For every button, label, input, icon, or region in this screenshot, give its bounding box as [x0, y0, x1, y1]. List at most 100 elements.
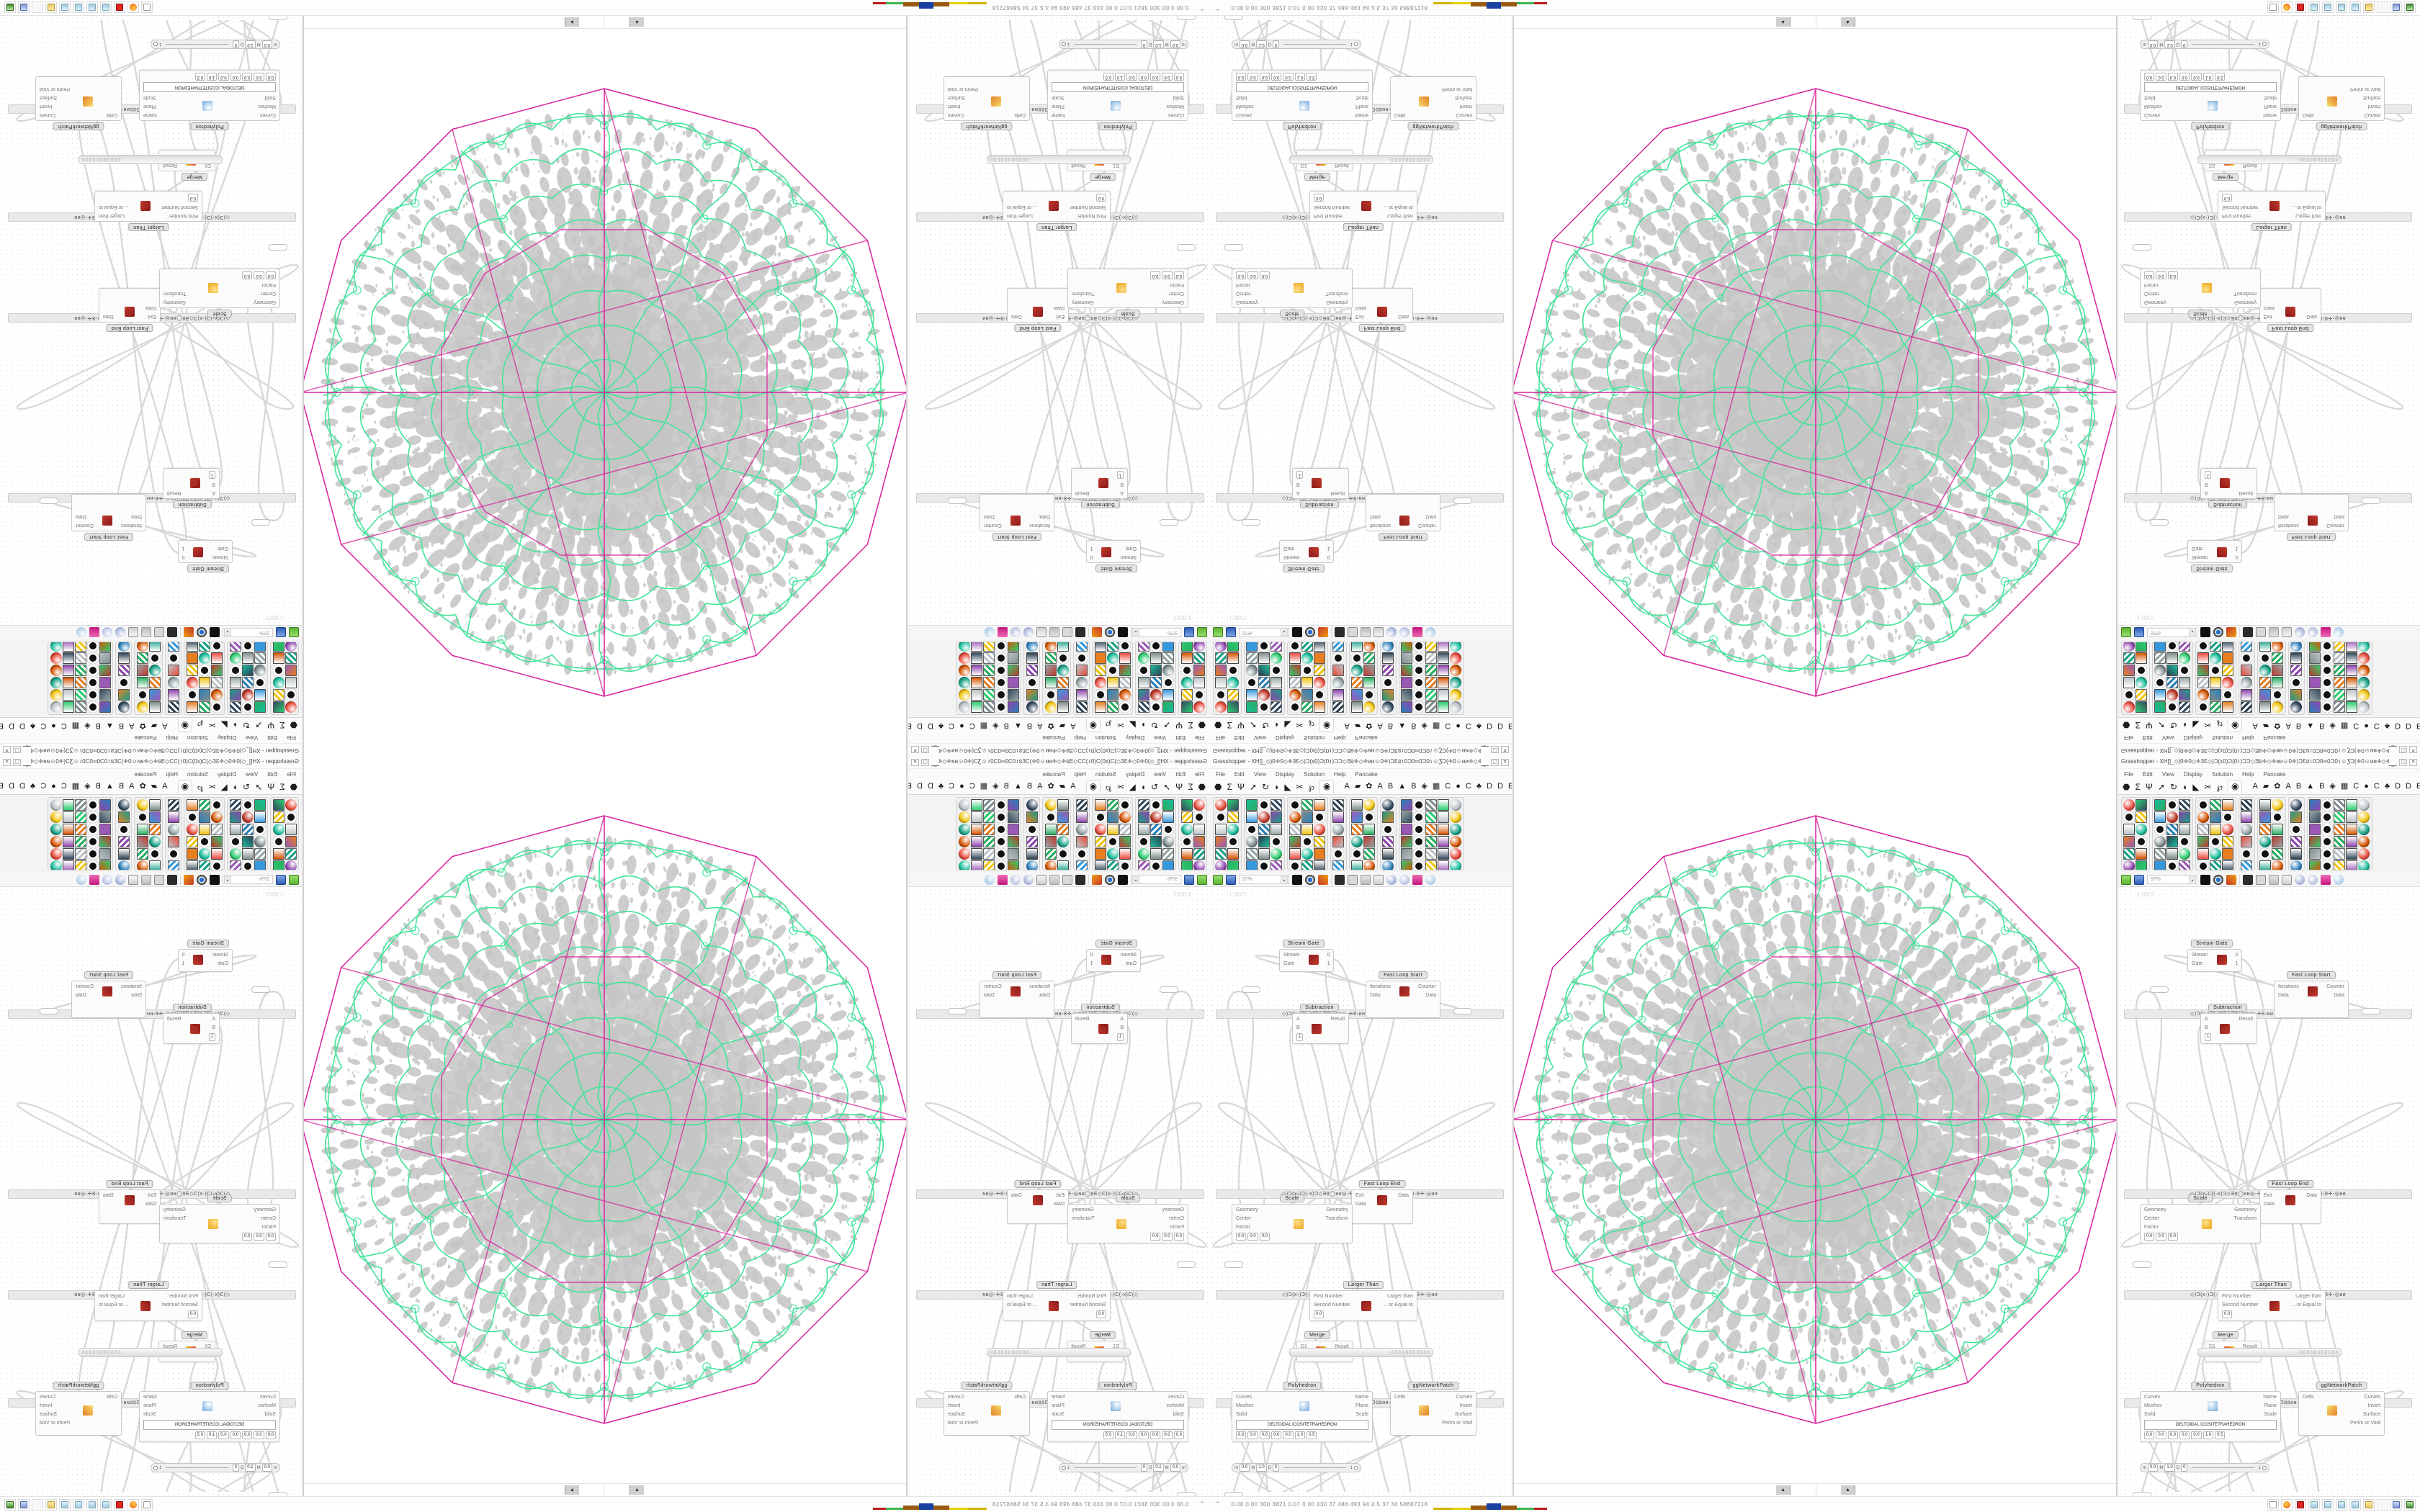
component-icon[interactable]	[2272, 642, 2283, 652]
output-param[interactable]: Scale	[143, 95, 156, 100]
ribbon-extra-tab-4[interactable]: B	[118, 782, 125, 791]
component-caption[interactable]: Scale	[1280, 310, 1304, 318]
grasshopper-canvas[interactable]: 1.0007 ◇)Ɔ(x◦)Ɔ(◦x)Ɔ◇Ǝ౭◯ии◎◦✛8◦ии✘)Ɔ౭౭ии◦…	[0, 887, 302, 1496]
component-caption[interactable]: Fast Loop Start	[992, 971, 1041, 979]
component-inputs[interactable]: First Number Second Number 0.0	[2222, 1293, 2259, 1318]
ribbon-extra-tab-15[interactable]: E	[2416, 721, 2420, 730]
grasshopper-canvas[interactable]: 1.0007 ◇)Ɔ(x◦)Ɔ(◦x)Ɔ◇Ǝ౭◯ии◎◦✛8◦ии✘)Ɔ౭౭ии◦…	[908, 16, 1210, 625]
component-icon[interactable]	[149, 811, 161, 823]
component-inputs[interactable]: Curves Meshes Solid	[1166, 94, 1184, 118]
palette-icon-grid[interactable]	[1214, 798, 1241, 870]
ribbon-extra-tab-14[interactable]: D	[1497, 721, 1503, 730]
ribbon-extra-tab-6[interactable]: B	[95, 721, 101, 730]
component-icon[interactable]	[971, 677, 982, 688]
output-param[interactable]: Data	[1398, 1193, 1409, 1198]
minimize-button[interactable]: _	[1481, 746, 1489, 751]
output-param[interactable]: Transform	[1325, 1216, 1348, 1221]
output-param[interactable]: Geometry	[1072, 300, 1094, 305]
component-icon[interactable]	[1057, 701, 1069, 713]
component-icon[interactable]	[1258, 701, 1270, 713]
component-icon[interactable]	[2123, 665, 2135, 676]
output-param[interactable]: Data	[1425, 514, 1436, 519]
param-value[interactable]: 0.0	[265, 1431, 276, 1439]
output-param[interactable]: Counter	[984, 523, 1002, 528]
palette-icon-grid[interactable]	[1399, 642, 1464, 714]
ribbon-tab-transform-spiral-icon[interactable]: ℘	[1308, 720, 1314, 731]
component-icon[interactable]	[1193, 665, 1205, 676]
ribbon-extra-tab-9[interactable]: C	[1445, 782, 1451, 791]
component-icon[interactable]	[1045, 652, 1057, 664]
menu-item-solution[interactable]: Solution	[1095, 770, 1116, 778]
component-icon[interactable]	[1026, 665, 1038, 676]
output-param[interactable]: Plane	[1355, 1403, 1368, 1408]
component-icon[interactable]	[1450, 642, 1461, 652]
input-param[interactable]: Factor	[2144, 282, 2159, 287]
input-param[interactable]: Iterations	[1029, 523, 1050, 528]
ribbon-tab-strip[interactable]: ⬣ΣΨ➚↻◗◣✂℘◉A▰✿AB▲B◈▦C●C♣DDEE▩	[2118, 779, 2420, 795]
component-outputs[interactable]: Geometry Transform	[1325, 271, 1348, 305]
component-caption[interactable]: Larger Than	[2251, 1281, 2293, 1289]
output-param[interactable]: Invert	[40, 104, 53, 109]
component-icon[interactable]	[1107, 701, 1119, 713]
menu-item-pancake[interactable]: Pancake	[1042, 734, 1065, 742]
component-icon[interactable]	[1450, 836, 1461, 847]
component-icon[interactable]	[1382, 701, 1394, 713]
magnifier-icon[interactable]	[1399, 874, 1410, 885]
component-icon[interactable]	[1215, 836, 1227, 847]
polyhedron-name-value[interactable]: DELTOIDAL ICOSITETRAHEDRON	[1052, 82, 1184, 92]
component-inputs[interactable]: First Number Second Number 0.0	[1070, 194, 1106, 219]
ribbon-tab-surface-blob-icon[interactable]: ◗	[232, 720, 238, 731]
component-icon[interactable]	[2179, 642, 2190, 652]
component-outputs[interactable]: Counter Data	[2326, 984, 2344, 999]
component-outputs[interactable]: Counter Data	[76, 513, 94, 528]
param-value[interactable]: 0.0	[265, 73, 276, 81]
param-value[interactable]: 0.0	[2144, 73, 2155, 81]
palette-preview[interactable]: Preview✦	[2257, 642, 2286, 715]
component-icon[interactable]	[2123, 652, 2135, 664]
component-icon[interactable]	[187, 652, 198, 664]
component-icon[interactable]	[959, 836, 970, 847]
component-icon[interactable]	[1138, 652, 1150, 664]
output-param[interactable]: Scale	[1052, 95, 1065, 100]
minimize-button[interactable]: _	[2389, 761, 2397, 767]
component-icon[interactable]	[1425, 701, 1437, 713]
component-inputs[interactable]: First Number Second Number 0.0	[1314, 194, 1350, 219]
magnifier-icon[interactable]	[2308, 874, 2318, 885]
component-outputs[interactable]: Geometry Transform	[2233, 1207, 2257, 1241]
component-icon[interactable]	[1150, 824, 1162, 835]
component-icon[interactable]	[1045, 811, 1057, 823]
output-param[interactable]: Plane	[1052, 104, 1065, 109]
ribbon-tab-transform-spiral-icon[interactable]: ℘	[2216, 720, 2223, 731]
component-icon[interactable]	[2136, 836, 2147, 847]
component-icon[interactable]	[137, 799, 148, 811]
component-caption[interactable]: Polyhedron	[2191, 1382, 2230, 1390]
param-value[interactable]: 0.0	[2222, 1310, 2233, 1318]
menu-item-display[interactable]: Display	[217, 770, 237, 778]
component-icon[interactable]	[1332, 642, 1344, 652]
component-icon[interactable]	[242, 652, 254, 664]
zoom-stepper-icon[interactable]: ▲	[1132, 628, 1139, 636]
component-icon[interactable]	[2197, 824, 2209, 835]
component-icon[interactable]	[254, 824, 266, 835]
component-icon[interactable]	[2334, 701, 2345, 713]
output-param[interactable]: Plane	[143, 1403, 156, 1408]
component-caption[interactable]: ggNetworkPatch	[1407, 1382, 1459, 1390]
component-icon[interactable]	[1270, 689, 1282, 701]
component-icon[interactable]	[242, 848, 254, 860]
component-icon[interactable]	[1289, 677, 1301, 688]
preview-eye-icon[interactable]	[1305, 627, 1315, 638]
component-icon[interactable]	[2154, 652, 2166, 664]
component-icon[interactable]	[1413, 860, 1425, 870]
component-icon[interactable]	[1413, 665, 1425, 676]
zoom-level-input[interactable]: 97% ▲	[1131, 628, 1181, 637]
ribbon-extra-tab-10[interactable]: ●	[959, 721, 964, 730]
output-param[interactable]: Surface	[2362, 1412, 2380, 1417]
slider-bound-value[interactable]: 0	[2181, 40, 2188, 48]
param-value[interactable]: 0.0	[1138, 73, 1149, 81]
palette-graphics[interactable]: Graphics✦	[2195, 797, 2236, 870]
component-icon[interactable]	[1425, 665, 1437, 676]
slider-bound-value[interactable]: 0	[1273, 40, 1280, 48]
component-icon[interactable]	[187, 860, 198, 870]
param-value[interactable]: 0.0	[254, 73, 264, 81]
ribbon-tab-curve-spiral-icon[interactable]: ↻	[1150, 720, 1158, 731]
